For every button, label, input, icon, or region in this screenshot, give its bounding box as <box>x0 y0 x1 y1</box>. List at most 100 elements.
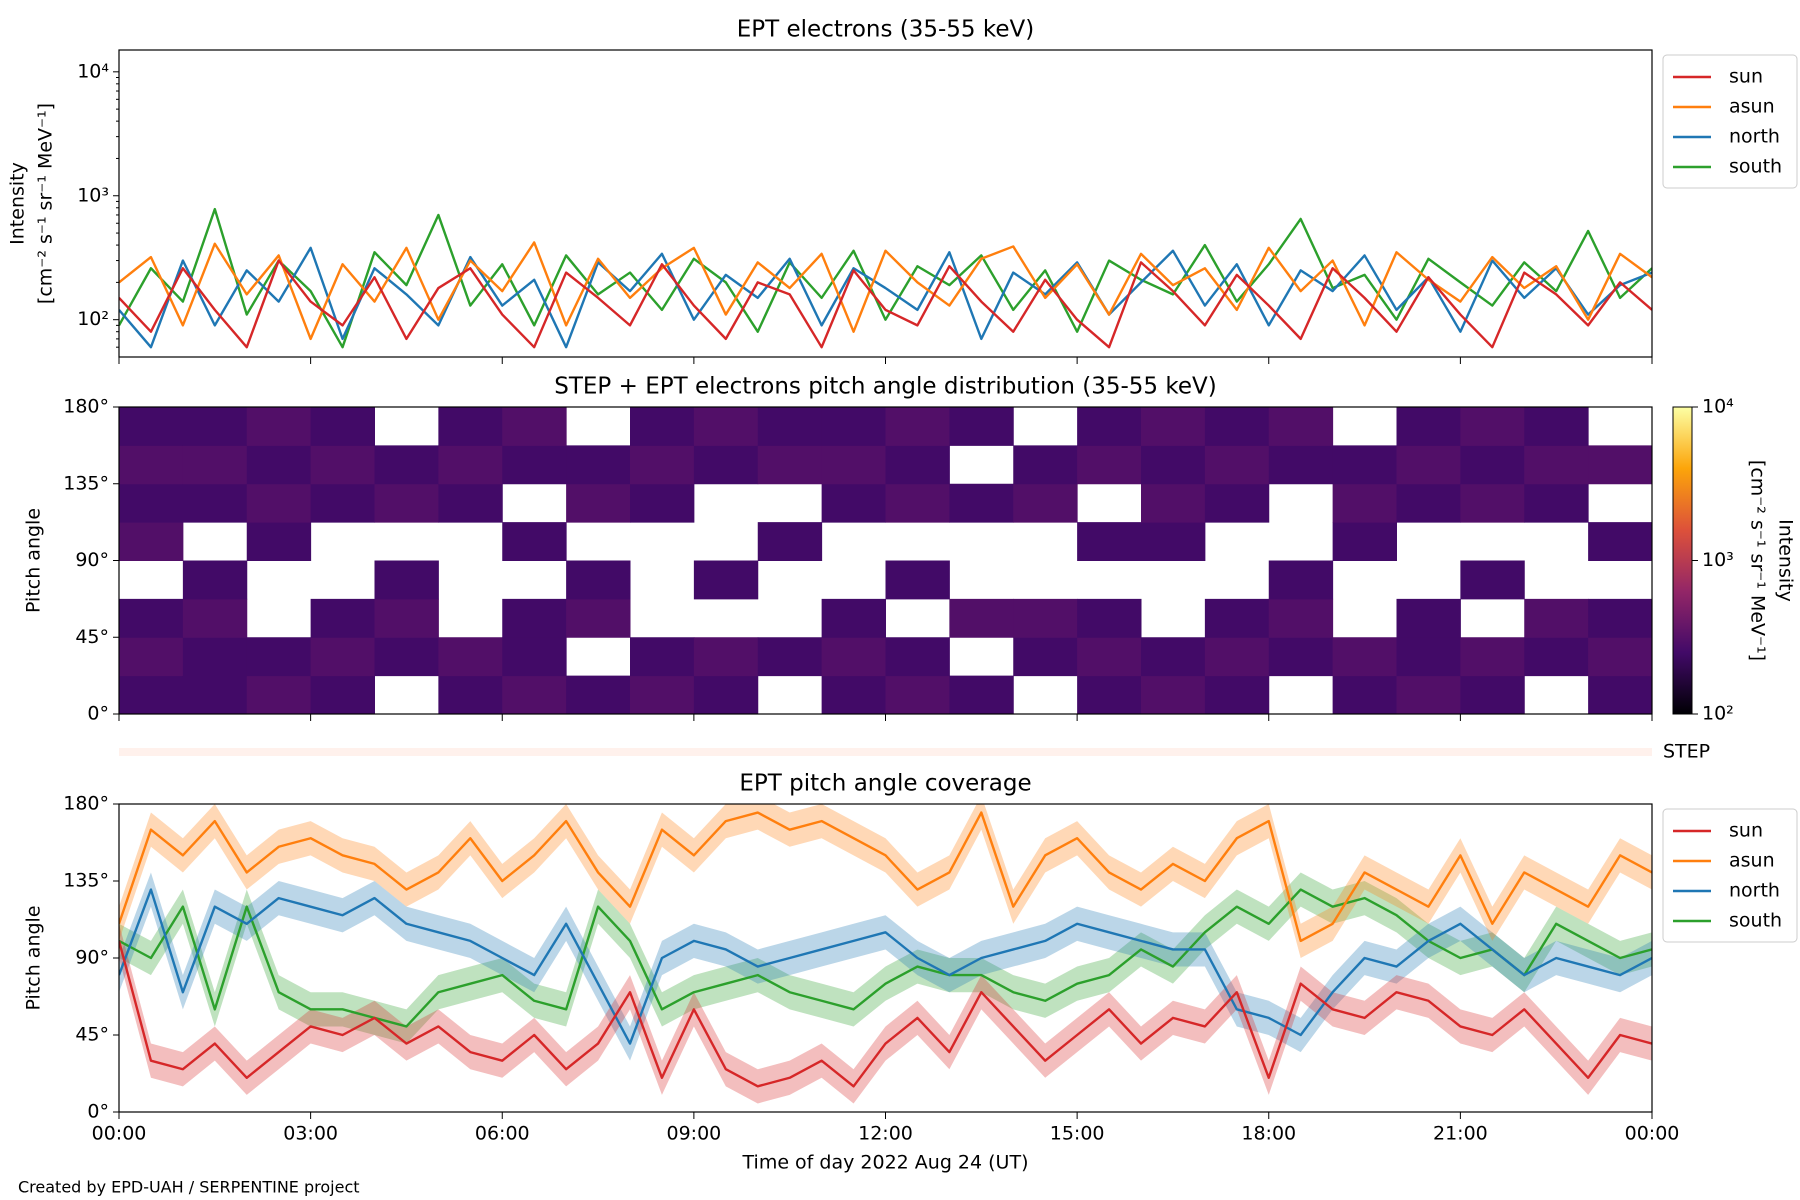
heatmap-cell <box>310 445 375 485</box>
heatmap-cell <box>502 445 567 485</box>
heatmap-cell <box>1204 675 1270 714</box>
series-line <box>119 940 1652 1088</box>
heatmap-cell <box>1077 407 1142 446</box>
colorbar <box>1672 406 1693 715</box>
legend-label: north <box>1729 126 1780 148</box>
heatmap-cell <box>1141 675 1206 714</box>
legend-box <box>1662 54 1798 189</box>
heatmap-cell <box>1460 483 1525 523</box>
heatmap-cell <box>821 637 886 677</box>
heatmap-cell <box>1460 445 1525 485</box>
heatmap-cell <box>119 598 184 638</box>
heatmap-cell <box>1524 483 1589 523</box>
series-line <box>119 241 1652 341</box>
heatmap-cell <box>1204 407 1270 446</box>
y-tick-label: 0° <box>87 1101 109 1123</box>
step-label: STEP <box>1663 741 1710 763</box>
series-line <box>119 811 1652 943</box>
heatmap-cell <box>630 445 695 485</box>
x-tick-label: 12:00 <box>858 1123 913 1145</box>
step-bar <box>119 748 1652 756</box>
heatmap-cell <box>502 522 567 561</box>
y-tick-label: 135° <box>63 472 109 494</box>
heatmap-cell <box>693 407 759 446</box>
heatmap-cell <box>1141 407 1206 446</box>
heatmap-cell <box>1268 560 1334 600</box>
heatmap-cell <box>1013 598 1078 638</box>
heatmap-cell <box>182 637 248 677</box>
heatmap-cell <box>438 675 503 714</box>
heatmap-cell <box>1077 522 1142 561</box>
heatmap-cell <box>502 598 567 638</box>
error-band <box>119 872 1652 1061</box>
heatmap-cell <box>246 637 312 677</box>
heatmap-cell <box>1332 675 1397 714</box>
error-band <box>119 804 1652 958</box>
heatmap-cell <box>1141 483 1206 523</box>
heatmap-cell <box>1268 637 1334 677</box>
heatmap-cell <box>182 407 248 446</box>
axes-frame <box>118 406 1653 715</box>
heatmap-cell <box>182 560 248 600</box>
heatmap-cell <box>885 483 950 523</box>
y-tick-label: 90° <box>75 549 109 571</box>
heatmap-cell <box>821 675 886 714</box>
heatmap-cell <box>949 598 1014 638</box>
heatmap-cell <box>1588 637 1652 677</box>
heatmap-cell <box>1396 598 1461 638</box>
heatmap-cell <box>1268 445 1334 485</box>
heatmap-cell <box>821 407 886 446</box>
heatmap-cell <box>1396 445 1461 485</box>
heatmap-cell <box>310 637 375 677</box>
heatmap-cell <box>1396 637 1461 677</box>
heatmap-cell <box>246 445 312 485</box>
x-tick-label: 15:00 <box>1050 1123 1105 1145</box>
axes-frame <box>118 803 1653 1113</box>
heatmap-cell <box>374 637 439 677</box>
heatmap-cell <box>1396 407 1461 446</box>
y-tick-label: 180° <box>63 793 109 815</box>
heatmap-cell <box>502 675 567 714</box>
heatmap-cell <box>310 675 375 714</box>
heatmap-cell <box>949 483 1014 523</box>
series-line <box>119 888 1652 1045</box>
heatmap-cell <box>119 445 184 485</box>
heatmap-cell <box>566 445 631 485</box>
x-tick-label: 06:00 <box>475 1123 530 1145</box>
heatmap-cell <box>949 407 1014 446</box>
legend-label: south <box>1729 910 1782 932</box>
y-tick-label: 10² <box>77 308 109 330</box>
heatmap-cell <box>1588 598 1652 638</box>
y-tick-label: 135° <box>63 870 109 892</box>
heatmap-cell <box>119 522 184 561</box>
error-band <box>119 872 1652 1044</box>
x-tick-label: 03:00 <box>283 1123 338 1145</box>
heatmap-cell <box>1268 407 1334 446</box>
heatmap-cell <box>502 407 567 446</box>
x-tick-label: 18:00 <box>1241 1123 1296 1145</box>
heatmap-cell <box>821 445 886 485</box>
heatmap-cell <box>1460 637 1525 677</box>
colorbar-tick-label: 10³ <box>1702 549 1734 571</box>
y-tick-label: 180° <box>63 396 109 418</box>
heatmap-cell <box>1204 483 1270 523</box>
heatmap-cell <box>374 560 439 600</box>
heatmap-cell <box>885 675 950 714</box>
series-line <box>119 207 1652 349</box>
heatmap-cell <box>1141 445 1206 485</box>
heatmap-cell <box>885 637 950 677</box>
legend-label: asun <box>1729 96 1775 118</box>
heatmap-cell <box>1524 598 1589 638</box>
series-line <box>119 246 1652 349</box>
heatmap-cell <box>1588 675 1652 714</box>
heatmap-cell <box>885 445 950 485</box>
heatmap-cell <box>246 483 312 523</box>
legend-label: south <box>1729 156 1782 178</box>
heatmap-cell <box>757 637 823 677</box>
heatmap-cell <box>757 445 823 485</box>
heatmap-cell <box>1588 522 1652 561</box>
y-tick-label: 90° <box>75 947 109 969</box>
heatmap-cell <box>1460 675 1525 714</box>
colorbar-tick-label: 10² <box>1702 703 1734 725</box>
